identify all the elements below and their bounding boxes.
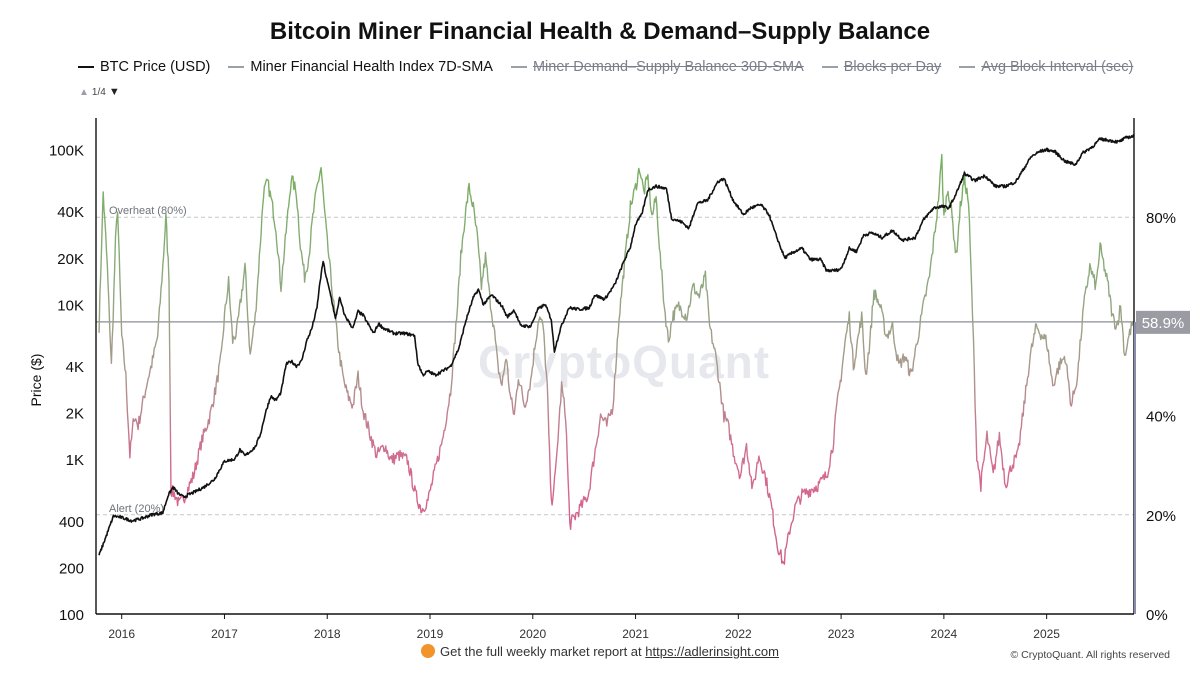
watermark-logo: CryptoQuant bbox=[478, 336, 771, 388]
legend: BTC Price (USD) Miner Financial Health I… bbox=[78, 59, 1133, 75]
current-value-badge bbox=[1136, 310, 1190, 334]
legend-page-up-icon[interactable]: ▲ bbox=[79, 86, 89, 98]
x-tick-label: 2021 bbox=[622, 627, 649, 641]
legend-line-icon bbox=[228, 66, 245, 68]
left-tick-label: 4K bbox=[66, 359, 84, 376]
reference-line-label: Alert (20%) bbox=[109, 503, 164, 515]
legend-pager: ▲ 1/4 ▼ bbox=[79, 86, 120, 98]
x-tick-label: 2023 bbox=[828, 627, 855, 641]
x-tick-label: 2025 bbox=[1033, 627, 1060, 641]
btc-price-line bbox=[98, 134, 1135, 556]
legend-line-icon bbox=[510, 66, 527, 68]
left-tick-label: 100K bbox=[49, 143, 84, 160]
footer: Get the full weekly market report at htt… bbox=[0, 644, 1200, 659]
right-tick-label: 40% bbox=[1146, 409, 1176, 426]
y-axis-label: Price ($) bbox=[28, 354, 44, 407]
x-tick-label: 2017 bbox=[211, 627, 238, 641]
left-tick-label: 100 bbox=[59, 607, 84, 624]
legend-item-demand-supply[interactable]: Miner Demand–Supply Balance 30D-SMA bbox=[510, 59, 804, 75]
legend-line-icon bbox=[821, 66, 838, 68]
x-tick-label: 2020 bbox=[519, 627, 546, 641]
left-tick-label: 400 bbox=[59, 514, 84, 531]
x-tick-label: 2024 bbox=[931, 627, 958, 641]
legend-page-indicator: 1/4 bbox=[91, 86, 106, 98]
report-dot-icon bbox=[421, 644, 436, 658]
legend-item-miner-health[interactable]: Miner Financial Health Index 7D-SMA bbox=[228, 59, 493, 75]
current-value-label: 58.9% bbox=[1142, 315, 1185, 332]
legend-page-down-icon[interactable]: ▼ bbox=[108, 86, 120, 98]
chart-title: Bitcoin Miner Financial Health & Demand–… bbox=[269, 18, 931, 45]
legend-item-btc-price[interactable]: BTC Price (USD) bbox=[78, 59, 210, 75]
legend-line-icon bbox=[78, 66, 94, 68]
x-tick-label: 2018 bbox=[314, 627, 341, 641]
legend-line-icon bbox=[959, 66, 976, 68]
x-tick-label: 2016 bbox=[108, 627, 135, 641]
left-tick-label: 2K bbox=[66, 406, 84, 423]
legend-item-blocks-per-day[interactable]: Blocks per Day bbox=[821, 59, 941, 75]
footer-text: Get the full weekly market report at bbox=[440, 644, 642, 659]
left-tick-label: 40K bbox=[57, 204, 84, 221]
left-tick-label: 200 bbox=[59, 560, 84, 577]
reference-line-label: Overheat (80%) bbox=[109, 205, 187, 217]
footer-link[interactable]: https://adlerinsight.com bbox=[645, 644, 779, 659]
x-tick-label: 2019 bbox=[417, 627, 444, 641]
left-tick-label: 1K bbox=[66, 452, 84, 469]
right-tick-label: 80% bbox=[1146, 210, 1176, 227]
left-tick-label: 10K bbox=[57, 297, 84, 314]
health-index-line bbox=[98, 153, 1134, 565]
copyright: © CryptoQuant. All rights reserved bbox=[1010, 649, 1170, 661]
legend-item-avg-block-interval[interactable]: Avg Block Interval (sec) bbox=[959, 59, 1133, 75]
x-tick-label: 2022 bbox=[725, 627, 752, 641]
left-tick-label: 20K bbox=[57, 251, 84, 268]
right-tick-label: 20% bbox=[1146, 508, 1176, 525]
right-tick-label: 0% bbox=[1146, 607, 1168, 624]
